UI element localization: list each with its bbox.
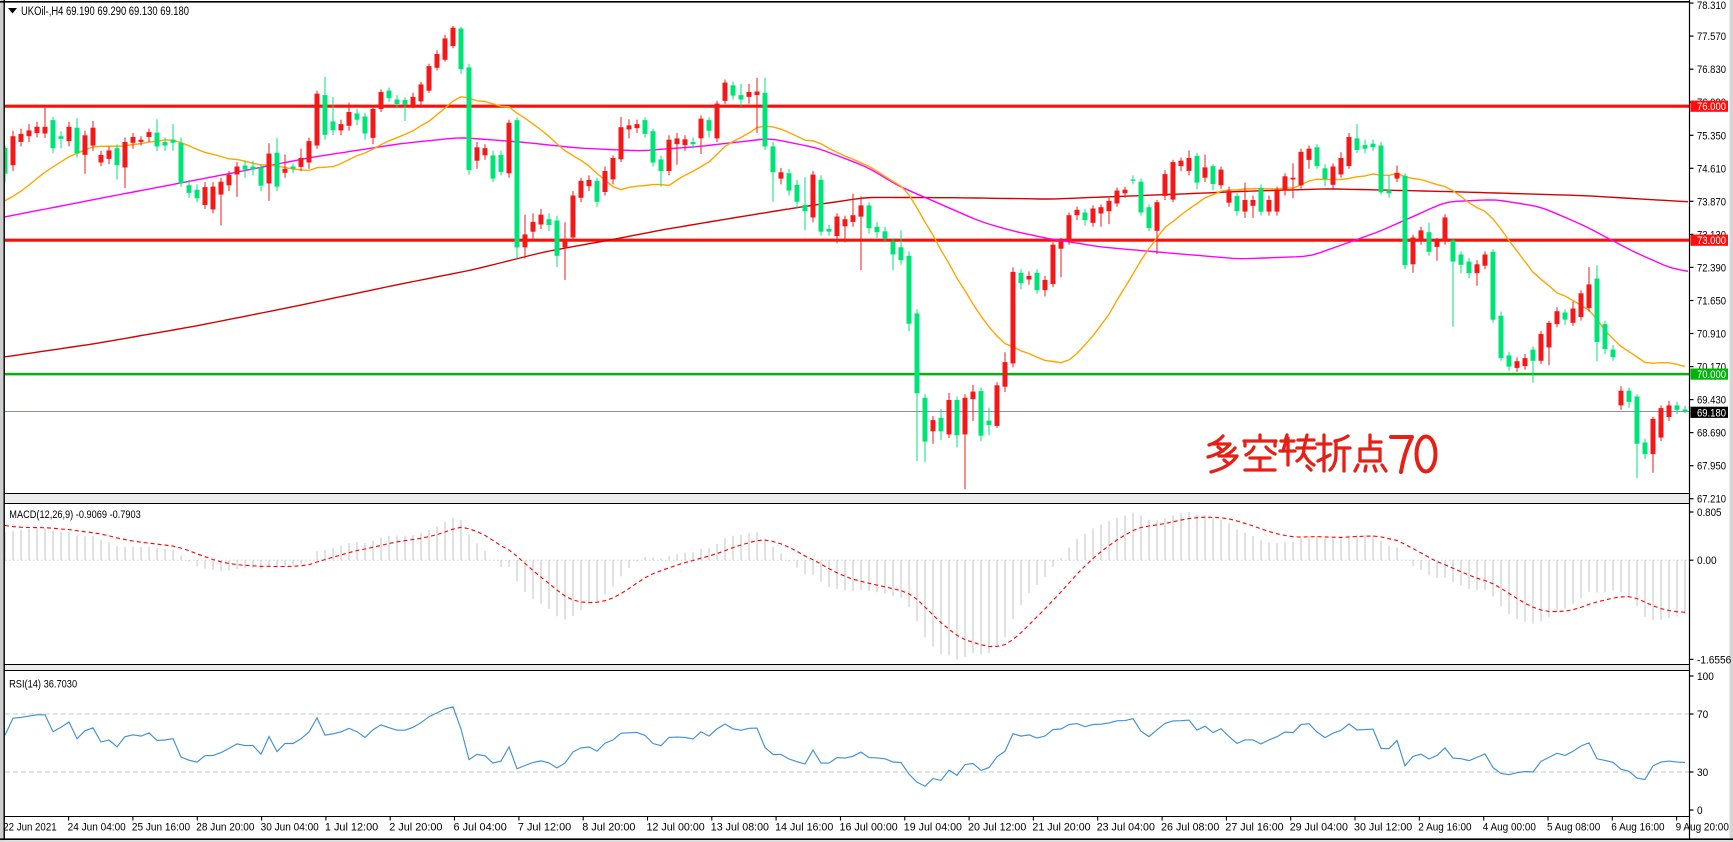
svg-text:25 Jun 16:00: 25 Jun 16:00 xyxy=(132,822,190,834)
svg-text:9 Aug 20:00: 9 Aug 20:00 xyxy=(1676,822,1729,834)
svg-text:4 Aug 00:00: 4 Aug 00:00 xyxy=(1483,822,1536,834)
svg-text:12 Jul 00:00: 12 Jul 00:00 xyxy=(647,822,705,834)
svg-text:13 Jul 08:00: 13 Jul 08:00 xyxy=(711,822,769,834)
svg-text:100: 100 xyxy=(1697,671,1714,683)
svg-text:19 Jul 04:00: 19 Jul 04:00 xyxy=(904,822,962,834)
svg-text:0: 0 xyxy=(1697,805,1703,817)
svg-text:26 Jul 08:00: 26 Jul 08:00 xyxy=(1161,822,1219,834)
svg-text:RSI(14) 36.7030: RSI(14) 36.7030 xyxy=(9,679,77,691)
svg-text:69.180: 69.180 xyxy=(1697,407,1726,419)
svg-text:8 Jul 20:00: 8 Jul 20:00 xyxy=(582,822,635,834)
svg-text:70: 70 xyxy=(1697,709,1708,721)
svg-text:24 Jun 04:00: 24 Jun 04:00 xyxy=(68,822,126,834)
svg-text:77.570: 77.570 xyxy=(1697,31,1726,43)
svg-text:78.310: 78.310 xyxy=(1697,0,1726,12)
svg-text:30 Jul 12:00: 30 Jul 12:00 xyxy=(1354,822,1412,834)
svg-text:22 Jun 2021: 22 Jun 2021 xyxy=(3,822,56,834)
svg-text:75.350: 75.350 xyxy=(1697,130,1726,142)
svg-text:70.000: 70.000 xyxy=(1697,369,1726,381)
svg-text:1 Jul 12:00: 1 Jul 12:00 xyxy=(325,822,378,834)
svg-text:71.650: 71.650 xyxy=(1697,296,1726,308)
svg-text:76.830: 76.830 xyxy=(1697,64,1726,76)
svg-text:70.910: 70.910 xyxy=(1697,329,1726,341)
svg-text:72.390: 72.390 xyxy=(1697,262,1726,274)
svg-text:MACD(12,26,9) -0.9069 -0.7903: MACD(12,26,9) -0.9069 -0.7903 xyxy=(9,509,141,521)
svg-text:2 Aug 16:00: 2 Aug 16:00 xyxy=(1418,822,1471,834)
svg-text:20 Jul 12:00: 20 Jul 12:00 xyxy=(968,822,1026,834)
svg-text:6 Aug 16:00: 6 Aug 16:00 xyxy=(1611,822,1664,834)
svg-text:73.000: 73.000 xyxy=(1697,235,1726,247)
svg-text:69.430: 69.430 xyxy=(1697,395,1726,407)
svg-text:UKOil-,H4 69.190 69.290 69.13: UKOil-,H4 69.190 69.290 69.130 69.180 xyxy=(21,6,189,18)
svg-text:74.610: 74.610 xyxy=(1697,163,1726,175)
svg-text:29 Jul 04:00: 29 Jul 04:00 xyxy=(1290,822,1348,834)
svg-text:30 Jun 04:00: 30 Jun 04:00 xyxy=(261,822,319,834)
svg-text:67.950: 67.950 xyxy=(1697,461,1726,473)
svg-text:23 Jul 04:00: 23 Jul 04:00 xyxy=(1097,822,1155,834)
svg-text:0.805: 0.805 xyxy=(1697,507,1722,519)
svg-text:7 Jul 12:00: 7 Jul 12:00 xyxy=(518,822,571,834)
svg-text:14 Jul 16:00: 14 Jul 16:00 xyxy=(775,822,833,834)
svg-text:6 Jul 04:00: 6 Jul 04:00 xyxy=(454,822,507,834)
svg-text:21 Jul 20:00: 21 Jul 20:00 xyxy=(1032,822,1090,834)
svg-text:16 Jul 00:00: 16 Jul 00:00 xyxy=(840,822,898,834)
svg-text:2 Jul 20:00: 2 Jul 20:00 xyxy=(389,822,442,834)
svg-text:76.000: 76.000 xyxy=(1697,101,1726,113)
svg-text:67.210: 67.210 xyxy=(1697,494,1726,506)
svg-text:5 Aug 08:00: 5 Aug 08:00 xyxy=(1547,822,1600,834)
svg-text:68.690: 68.690 xyxy=(1697,428,1726,440)
svg-text:0.00: 0.00 xyxy=(1697,555,1717,567)
svg-text:-1.6556: -1.6556 xyxy=(1697,654,1731,666)
svg-text:30: 30 xyxy=(1697,767,1708,779)
svg-text:73.870: 73.870 xyxy=(1697,196,1726,208)
svg-text:27 Jul 16:00: 27 Jul 16:00 xyxy=(1225,822,1283,834)
svg-text:28 Jun 20:00: 28 Jun 20:00 xyxy=(196,822,254,834)
